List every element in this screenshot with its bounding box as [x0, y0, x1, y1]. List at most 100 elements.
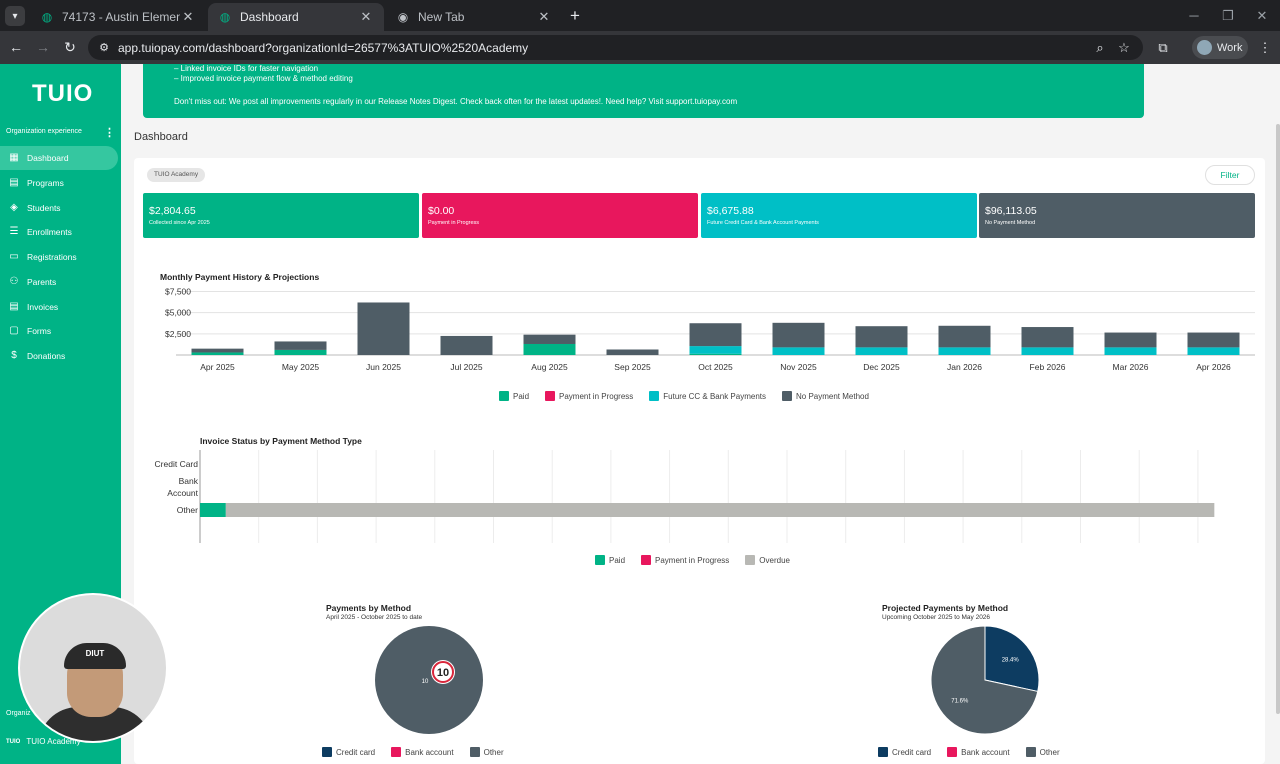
main-content: – Linked invoice IDs for faster navigati…: [121, 64, 1280, 764]
dashboard-panel: TUIO Academy Filter $2,804.65 Collected …: [134, 158, 1265, 764]
legend-item-no-payment-method[interactable]: No Payment Method: [782, 391, 869, 401]
org-switcher[interactable]: TUIO TUIO Academy: [6, 737, 81, 746]
extensions-icon[interactable]: ⧉: [1158, 40, 1168, 55]
browser-tab-invoice[interactable]: ◍ 74173 - Austin Elementary • Inv ✕: [30, 3, 206, 31]
x-tick-label: $15,000: [361, 542, 392, 543]
legend-swatch: [947, 747, 958, 757]
bar-no-payment-method-apr-2026: [1187, 332, 1240, 348]
back-icon[interactable]: ←: [9, 39, 23, 55]
org-chip[interactable]: TUIO Academy: [147, 168, 206, 182]
legend-item-payment-in-progress[interactable]: Payment in Progress: [545, 391, 633, 401]
sidebar-item-donations[interactable]: $ Donations: [0, 344, 118, 368]
pie-slice-credit-card: [984, 625, 1040, 693]
legend-swatch: [322, 747, 332, 757]
zoom-icon[interactable]: ⌕: [1096, 40, 1104, 55]
sidebar-item-students[interactable]: ◈ Students: [0, 196, 118, 220]
close-icon[interactable]: ✕: [360, 9, 372, 24]
bar-no-payment-method-oct-2025: [689, 323, 742, 347]
x-tick-label: Dec 2025: [863, 362, 900, 372]
x-tick-label: May 2025: [282, 362, 320, 372]
x-tick-label: $85,000: [1183, 542, 1214, 543]
url-text[interactable]: app.tuiopay.com/dashboard?organizationId…: [118, 41, 529, 55]
bar-future-cc-bank-payments-apr-2026: [1187, 347, 1240, 355]
legend-label: Paid: [609, 555, 626, 565]
legend-item-other[interactable]: Other: [469, 747, 504, 757]
x-tick-label: $30,000: [537, 542, 568, 543]
more-options-icon[interactable]: ⋮: [104, 127, 115, 139]
x-tick-label: Feb 2026: [1030, 362, 1066, 372]
sidebar-item-registrations[interactable]: ▭ Registrations: [0, 245, 118, 269]
reload-icon[interactable]: ↻: [64, 39, 76, 55]
browser-toolbar: ← → ↻ ⚙ app.tuiopay.com/dashboard?organi…: [0, 31, 1280, 64]
close-icon[interactable]: ✕: [182, 9, 194, 24]
tab-search-button[interactable]: ▾: [5, 6, 25, 26]
legend-swatch: [499, 391, 509, 401]
legend-item-paid[interactable]: Paid: [499, 391, 529, 401]
legend-item-overdue[interactable]: Overdue: [745, 555, 790, 565]
sidebar-item-dashboard[interactable]: ▦ Dashboard: [0, 146, 118, 170]
y-tick-label: $5,000: [165, 308, 191, 318]
legend-item-credit-card[interactable]: Credit card: [878, 747, 931, 757]
tab-title: New Tab: [418, 10, 465, 24]
tab-title: Dashboard: [240, 10, 299, 24]
y-category-label: Account: [167, 488, 198, 498]
x-tick-label: $5,000: [246, 542, 272, 543]
legend-item-other[interactable]: Other: [1025, 747, 1060, 757]
legend-item-bank-account[interactable]: Bank account: [391, 747, 454, 757]
invoice-icon: ▤: [9, 301, 19, 312]
site-info-icon[interactable]: ⚙: [99, 42, 109, 54]
y-category-label: Credit Card: [155, 459, 199, 469]
legend-swatch: [649, 391, 660, 401]
sidebar-item-parents[interactable]: ⚇ Parents: [0, 270, 118, 294]
sidebar-item-label: Students: [27, 203, 61, 213]
legend-item-paid[interactable]: Paid: [595, 555, 625, 565]
address-bar[interactable]: ⚙ app.tuiopay.com/dashboard?organization…: [88, 35, 1143, 60]
menu-kebab-icon[interactable]: ⋮: [1258, 40, 1272, 55]
legend-item-credit-card[interactable]: Credit card: [322, 747, 375, 757]
close-icon[interactable]: ✕: [538, 9, 550, 24]
bar-no-payment-method-jun-2025: [357, 302, 410, 355]
projected-payments-subtitle: Upcoming October 2025 to May 2026: [882, 614, 991, 621]
y-tick-label: $7,500: [165, 286, 191, 296]
restore-icon[interactable]: ❐: [1222, 8, 1234, 23]
sidebar-item-programs[interactable]: ▤ Programs: [0, 171, 118, 195]
filter-button[interactable]: Filter: [1205, 165, 1255, 185]
bookmark-star-icon[interactable]: ☆: [1118, 40, 1130, 55]
minimize-icon[interactable]: ─: [1189, 8, 1199, 23]
x-tick-label: Mar 2026: [1113, 362, 1149, 372]
y-tick-label: $2,500: [165, 329, 191, 339]
projected-payments-title: Projected Payments by Method: [882, 603, 1009, 613]
sidebar-item-enrollments[interactable]: ☰ Enrollments: [0, 220, 118, 244]
sidebar-item-forms[interactable]: ▢ Forms: [0, 319, 118, 343]
legend-item-payment-in-progress[interactable]: Payment in Progress: [641, 555, 729, 565]
scrollbar-thumb[interactable]: [1276, 124, 1280, 714]
x-tick-label: Sep 2025: [614, 362, 651, 372]
window-close-icon[interactable]: ✕: [1256, 8, 1268, 23]
legend-item-bank-account[interactable]: Bank account: [947, 747, 1010, 757]
x-tick-label: $10,000: [302, 542, 333, 543]
bar-no-payment-method-jul-2025: [440, 335, 493, 355]
legend-swatch: [641, 555, 652, 565]
legend-item-future-cc-bank-payments[interactable]: Future CC & Bank Payments: [649, 391, 766, 401]
forward-icon[interactable]: →: [36, 39, 50, 55]
pie-slice-other: [930, 625, 1039, 735]
legend-swatch: [469, 747, 480, 757]
legend-label: Other: [483, 747, 504, 757]
x-tick-label: Aug 2025: [531, 362, 568, 372]
x-tick-label: Oct 2025: [698, 362, 733, 372]
x-tick-label: $20,000: [419, 542, 450, 543]
browser-tab-dashboard[interactable]: ◍ Dashboard ✕: [208, 3, 384, 31]
kpi-caption: Future Credit Card & Bank Account Paymen…: [707, 220, 819, 226]
sidebar-item-invoices[interactable]: ▤ Invoices: [0, 295, 118, 319]
sidebar-item-label: Enrollments: [27, 227, 72, 237]
browser-tab-new[interactable]: ◉ New Tab ✕: [386, 3, 562, 31]
app-logo[interactable]: TUIO: [32, 80, 94, 107]
profile-button[interactable]: Work: [1192, 36, 1248, 59]
legend-label: Bank account: [405, 747, 454, 757]
payments-by-method-title: Payments by Method: [326, 603, 412, 613]
bar-paid-apr-2025: [191, 352, 244, 355]
bar-no-payment-method-apr-2025: [191, 348, 244, 353]
payments-by-method-subtitle: April 2025 - October 2025 to date: [326, 614, 423, 621]
scrollbar[interactable]: [1275, 64, 1280, 764]
new-tab-button[interactable]: +: [570, 6, 580, 25]
